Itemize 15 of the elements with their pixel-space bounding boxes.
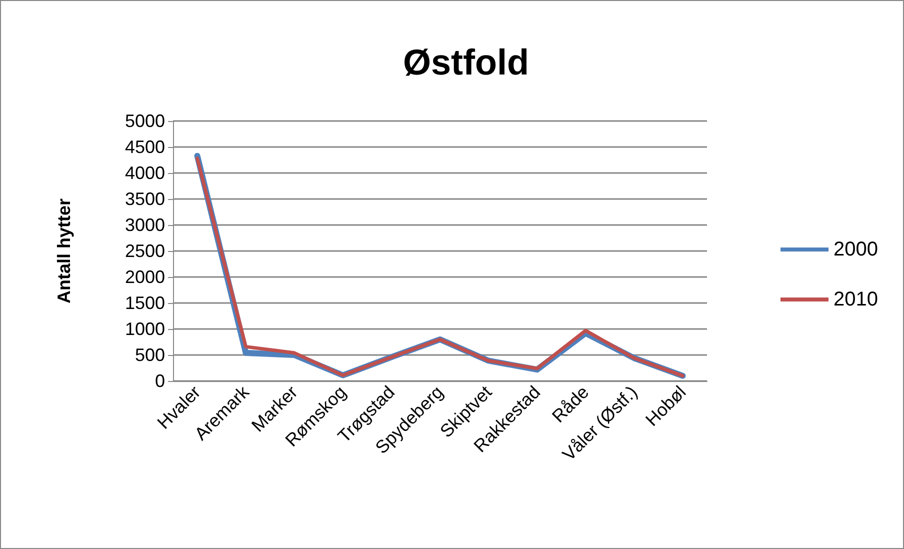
y-tick-label: 2000 [124,267,165,287]
y-tick-label: 2500 [124,241,165,261]
y-tick-label: 3000 [124,215,165,235]
y-tick-label: 1500 [124,293,165,313]
y-tick-label: 4000 [124,163,165,183]
y-tick-label: 500 [134,345,165,365]
chart-title: Østfold [403,42,529,82]
y-tick-label: 3500 [124,189,165,209]
y-tick-label: 0 [154,371,165,391]
legend-label: 2000 [834,238,878,260]
y-axis-title: Antall hytter [54,198,74,304]
y-tick-label: 1000 [124,319,165,339]
y-tick-label: 4500 [124,137,165,157]
legend-label: 2010 [834,288,878,310]
y-tick-label: 5000 [124,111,165,131]
